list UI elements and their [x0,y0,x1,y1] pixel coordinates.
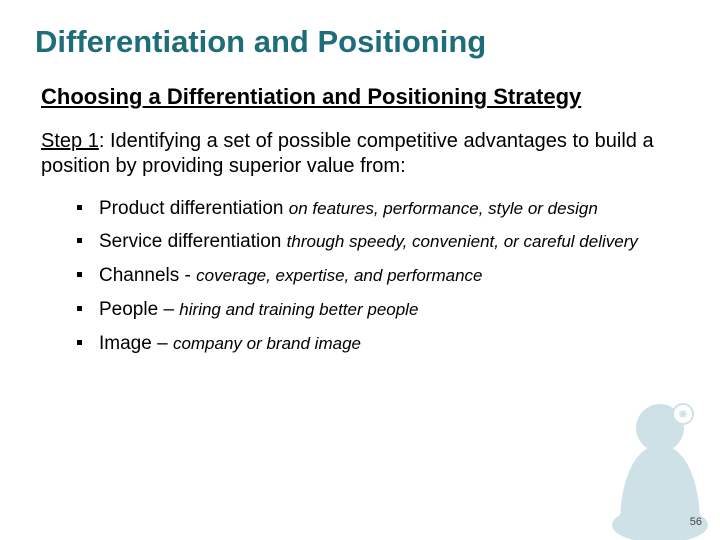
bullet-icon [77,272,82,277]
bullet-icon [77,205,82,210]
bullet-lead: People – [99,299,179,320]
slide-subtitle: Choosing a Differentiation and Positioni… [35,83,685,111]
page-number: 56 [690,516,702,528]
bullet-detail: hiring and training better people [179,300,418,319]
step-label: Step 1 [41,130,99,152]
bullet-lead: Channels - [99,265,196,286]
list-item: People – hiring and training better peop… [99,298,655,322]
bullet-icon [77,340,82,345]
bullet-lead: Service differentiation [99,231,287,252]
bullet-icon [77,306,82,311]
bullet-detail: on features, performance, style or desig… [289,199,598,218]
slide-title: Differentiation and Positioning [35,25,685,59]
bullet-icon [77,238,82,243]
list-item: Product differentiation on features, per… [99,197,655,221]
bullet-lead: Image – [99,333,173,354]
step-text: Step 1: Identifying a set of possible co… [35,129,685,179]
bullet-lead: Product differentiation [99,198,289,219]
step-body: : Identifying a set of possible competit… [41,130,654,177]
bullet-detail: through speedy, convenient, or careful d… [287,232,638,251]
slide: Differentiation and Positioning Choosing… [0,0,720,540]
bullet-detail: company or brand image [173,334,361,353]
bullet-list: Product differentiation on features, per… [35,197,685,356]
list-item: Service differentiation through speedy, … [99,230,655,254]
list-item: Image – company or brand image [99,332,655,356]
list-item: Channels - coverage, expertise, and perf… [99,264,655,288]
bullet-detail: coverage, expertise, and performance [196,266,482,285]
